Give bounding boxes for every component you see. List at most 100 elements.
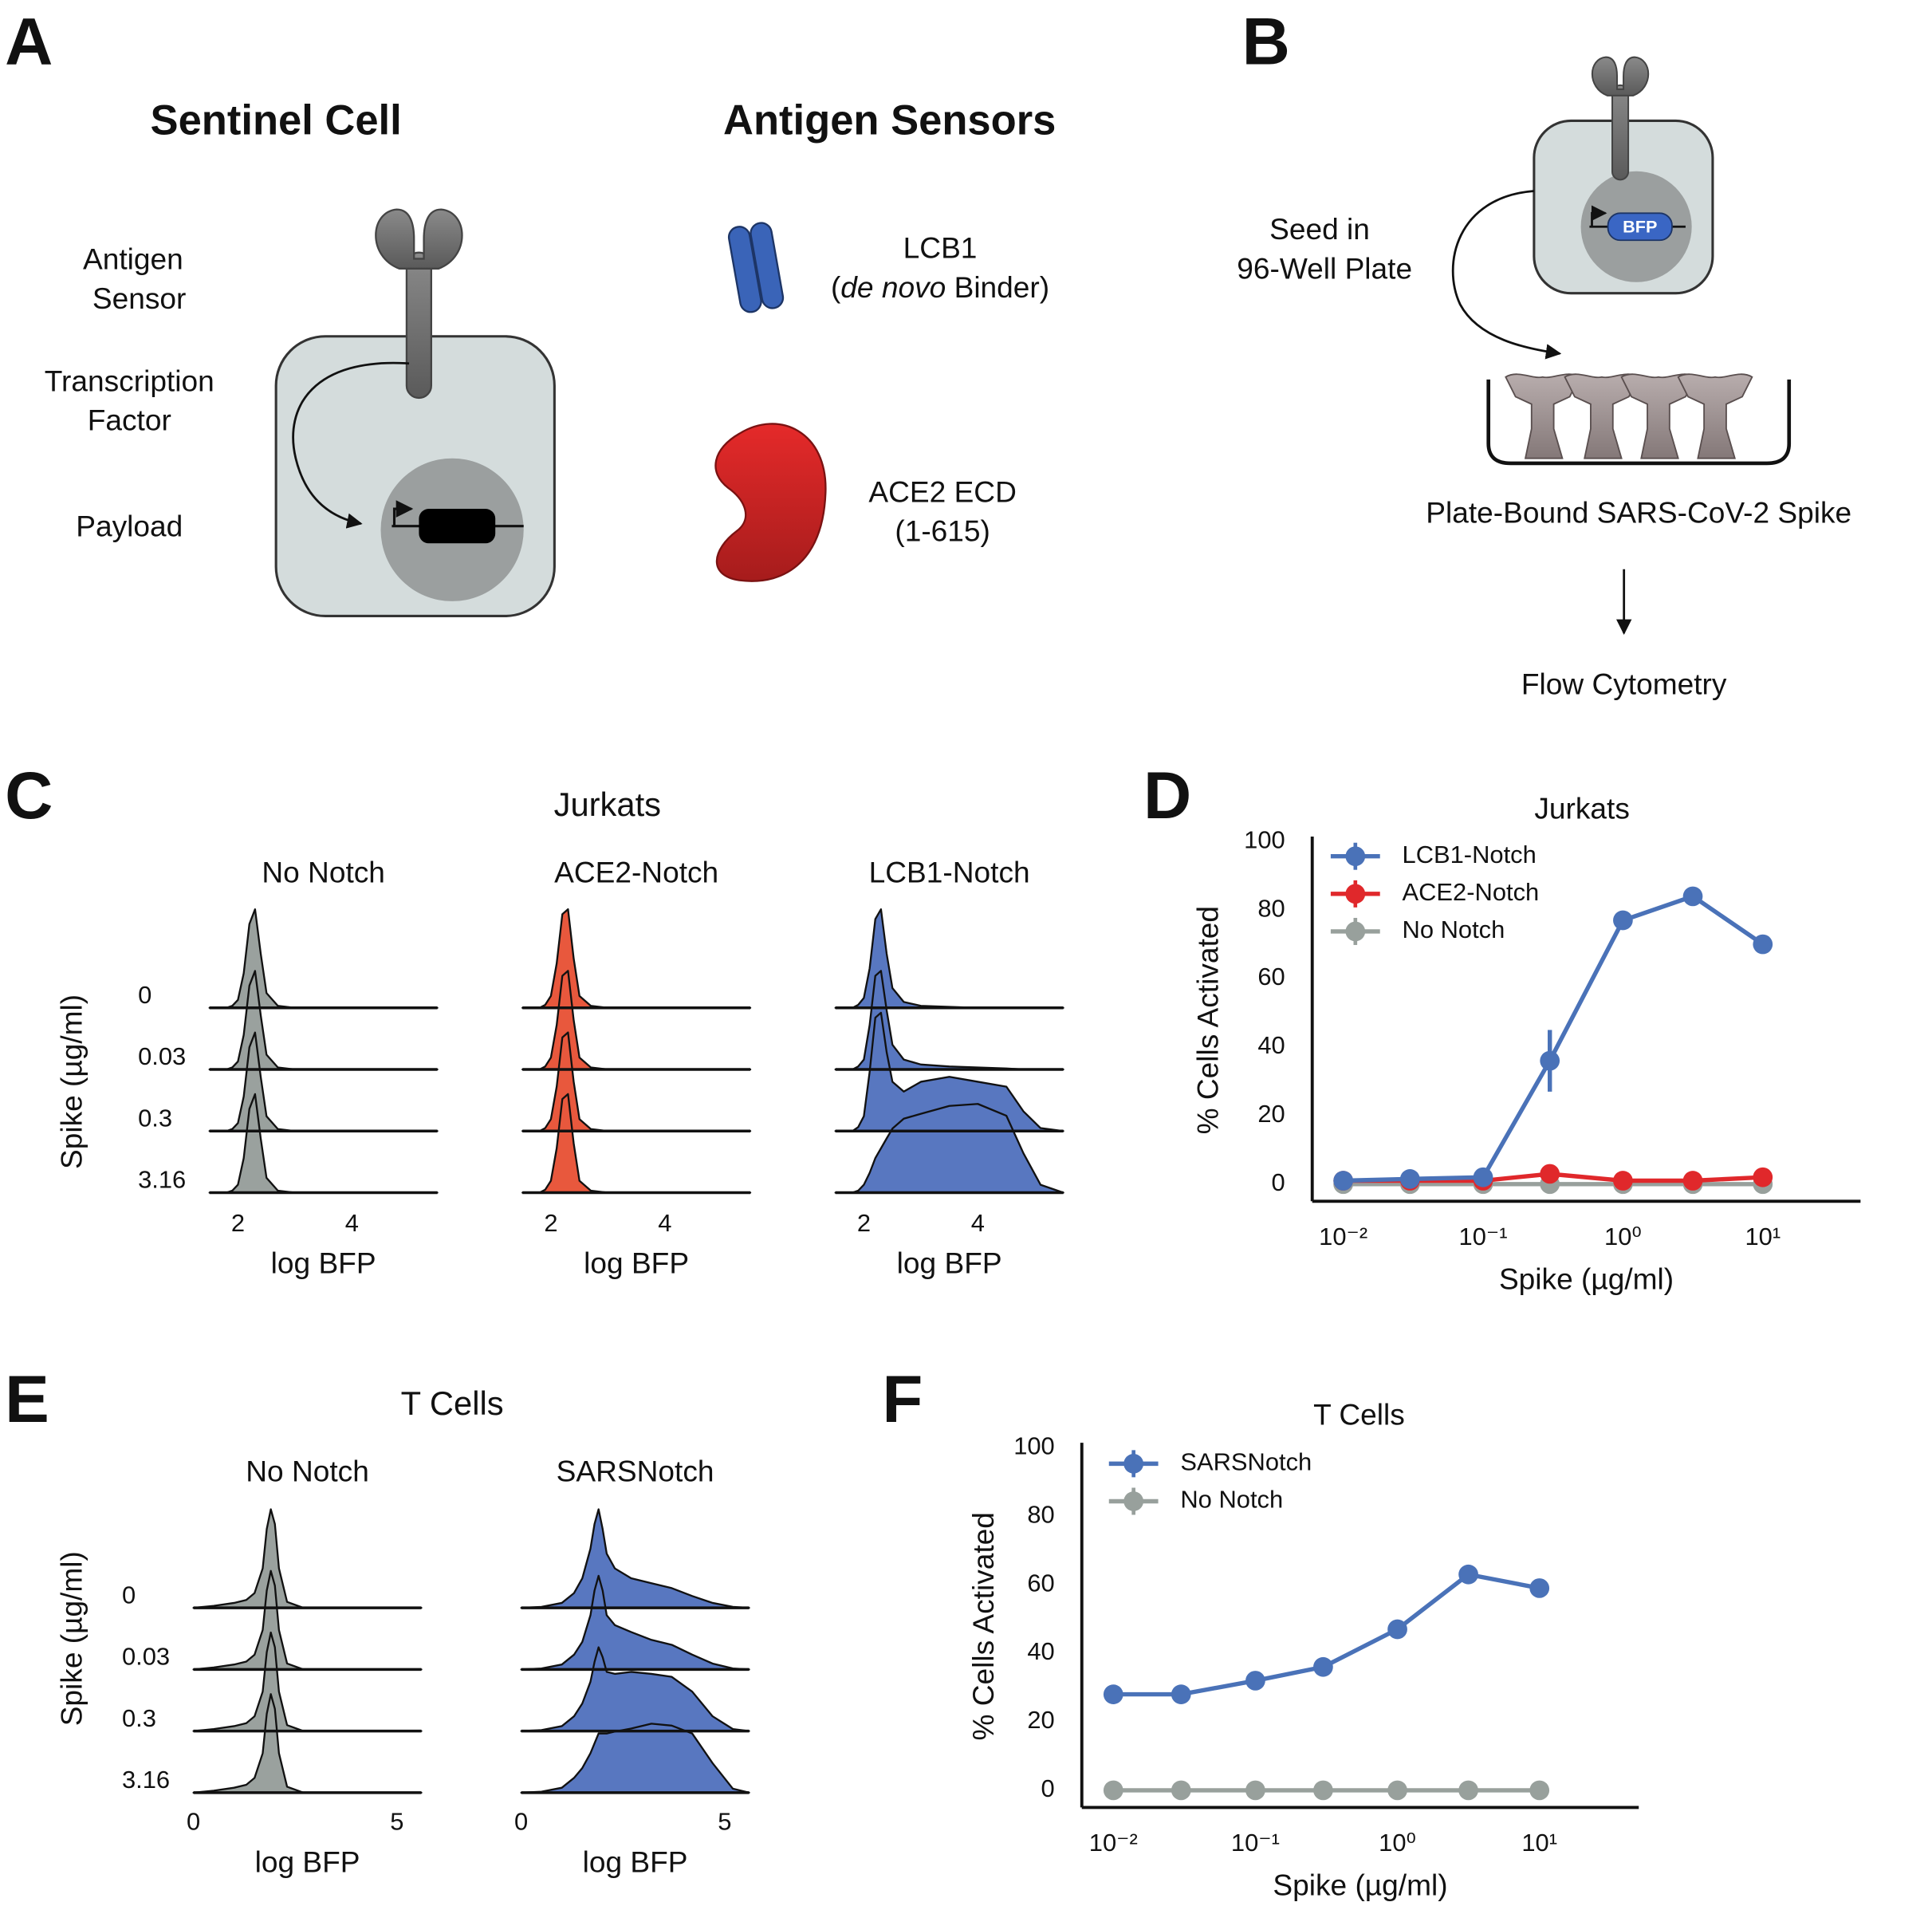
sensor-detail: (de novo Binder) — [831, 270, 1049, 304]
x-axis-label: log BFP — [584, 1246, 689, 1279]
panel-label: F — [882, 1361, 923, 1436]
x-tick-label: 2 — [231, 1209, 245, 1237]
x-tick-label: 10¹ — [1745, 1223, 1781, 1250]
arrow — [1451, 190, 1562, 360]
data-point — [1613, 1171, 1633, 1191]
receptor — [1591, 56, 1650, 181]
density-ridge — [834, 1103, 1064, 1194]
data-point — [1313, 1656, 1333, 1677]
data-point — [1171, 1780, 1191, 1801]
row-label: 0.03 — [122, 1643, 170, 1671]
legend-marker — [1123, 1491, 1144, 1511]
data-point — [1387, 1780, 1407, 1801]
y-tick-label: 0 — [1272, 1168, 1285, 1196]
data-point — [1529, 1578, 1550, 1598]
data-point — [1245, 1671, 1265, 1691]
data-point — [1473, 1167, 1493, 1187]
x-tick-label: 10⁻¹ — [1231, 1829, 1280, 1857]
x-tick-label: 4 — [345, 1209, 359, 1237]
density-ridge — [834, 1011, 1064, 1132]
data-point — [1458, 1780, 1478, 1801]
data-point — [1399, 1169, 1420, 1189]
data-point — [1245, 1780, 1265, 1801]
x-tick-label: 4 — [971, 1209, 985, 1237]
y-tick-label: 60 — [1027, 1569, 1054, 1597]
y-tick-label: 20 — [1027, 1706, 1054, 1734]
panel-name: SARSNotch — [557, 1455, 714, 1488]
panel-label: B — [1242, 4, 1290, 79]
data-point — [1103, 1684, 1123, 1704]
data-point — [1613, 910, 1633, 931]
data-point — [1333, 1171, 1353, 1191]
diagram-label: Seed in — [1269, 212, 1370, 246]
y-axis-label: Spike (µg/ml) — [55, 994, 89, 1169]
panel-label: C — [5, 758, 53, 833]
data-point — [1171, 1684, 1191, 1704]
receptor — [375, 208, 463, 400]
diagram-label: Factor — [88, 404, 171, 437]
y-tick-label: 40 — [1257, 1031, 1285, 1059]
x-axis-label: log BFP — [583, 1845, 688, 1878]
x-tick-label: 10⁻² — [1319, 1223, 1367, 1250]
x-tick-label: 10⁻¹ — [1459, 1223, 1508, 1250]
y-tick-label: 0 — [1041, 1774, 1055, 1802]
chart-title: T Cells — [401, 1384, 504, 1422]
data-point — [1387, 1619, 1407, 1640]
panel-name: No Notch — [246, 1455, 369, 1488]
x-tick-label: 5 — [390, 1808, 403, 1836]
chart-title: T Cells — [1313, 1397, 1405, 1431]
y-axis-label: % Cells Activated — [966, 1512, 1000, 1740]
spike-proteins — [1505, 373, 1753, 459]
x-tick-label: 2 — [544, 1209, 557, 1237]
row-label: 3.16 — [122, 1766, 170, 1794]
x-axis-label: log BFP — [271, 1246, 376, 1279]
data-point — [1753, 934, 1773, 955]
sensor-name: LCB1 — [903, 230, 978, 264]
ace2-icon — [714, 423, 827, 582]
x-tick-label: 10¹ — [1521, 1829, 1557, 1857]
x-axis-label: log BFP — [255, 1845, 360, 1878]
promoter — [1591, 205, 1607, 227]
diagram-label: Antigen — [83, 242, 183, 275]
x-tick-label: 4 — [658, 1209, 671, 1237]
legend-label: LCB1-Notch — [1403, 841, 1537, 868]
data-point — [1682, 1171, 1703, 1191]
data-point — [1682, 886, 1703, 907]
legend-marker — [1345, 921, 1366, 942]
diagram-label: Payload — [76, 510, 183, 543]
y-tick-label: 100 — [1013, 1431, 1055, 1459]
data-point — [1540, 1164, 1560, 1184]
row-label: 0.3 — [122, 1704, 156, 1732]
diagram-label: 96-Well Plate — [1237, 252, 1412, 286]
y-tick-label: 80 — [1027, 1500, 1054, 1528]
lcb1-icon — [727, 222, 785, 313]
x-axis-label: Spike (µg/ml) — [1499, 1262, 1674, 1296]
x-tick-label: 0 — [514, 1808, 528, 1836]
row-label: 0.3 — [138, 1104, 172, 1132]
y-axis-label: % Cells Activated — [1190, 906, 1224, 1134]
y-axis-label: Spike (µg/ml) — [55, 1551, 89, 1726]
legend-label: No Notch — [1403, 916, 1505, 943]
sensor-name: ACE2 ECD — [868, 475, 1016, 508]
text: Binder) — [946, 270, 1049, 304]
legend-label: SARSNotch — [1180, 1448, 1312, 1476]
y-tick-label: 20 — [1257, 1100, 1285, 1128]
gene — [392, 500, 524, 544]
text: de novo — [840, 270, 946, 304]
density-ridge — [520, 1723, 750, 1794]
data-point — [1458, 1564, 1478, 1585]
panel-name: LCB1-Notch — [869, 856, 1030, 889]
arrow — [292, 361, 410, 529]
legend-marker — [1345, 884, 1366, 904]
data-point — [1103, 1780, 1123, 1801]
y-tick-label: 40 — [1027, 1637, 1054, 1665]
data-point — [1313, 1780, 1333, 1801]
data-point — [1540, 1050, 1560, 1071]
y-tick-label: 60 — [1257, 963, 1285, 990]
density-ridge — [520, 1574, 750, 1671]
x-tick-label: 5 — [718, 1808, 731, 1836]
diagram-label: Flow Cytometry — [1521, 667, 1727, 700]
